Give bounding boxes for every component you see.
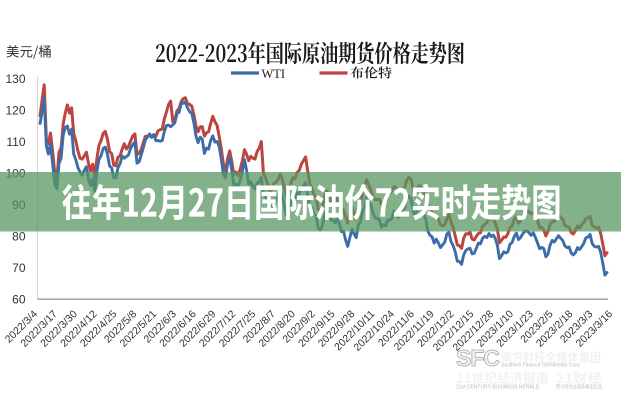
svg-text:70: 70 [12,261,26,275]
svg-text:130: 130 [5,72,25,86]
svg-text:21st CENTURY BUSINESS HERALD: 21st CENTURY BUSINESS HERALD [456,385,540,391]
svg-text:SFC: SFC [456,345,499,371]
svg-text:WTI: WTI [262,67,286,81]
svg-text:80: 80 [12,229,26,243]
svg-text:Southern Finance Omnimedia Cor: Southern Finance Omnimedia Corp [501,363,580,369]
svg-text:120: 120 [5,103,25,117]
svg-text:60: 60 [12,292,26,306]
svg-text:110: 110 [6,135,25,149]
